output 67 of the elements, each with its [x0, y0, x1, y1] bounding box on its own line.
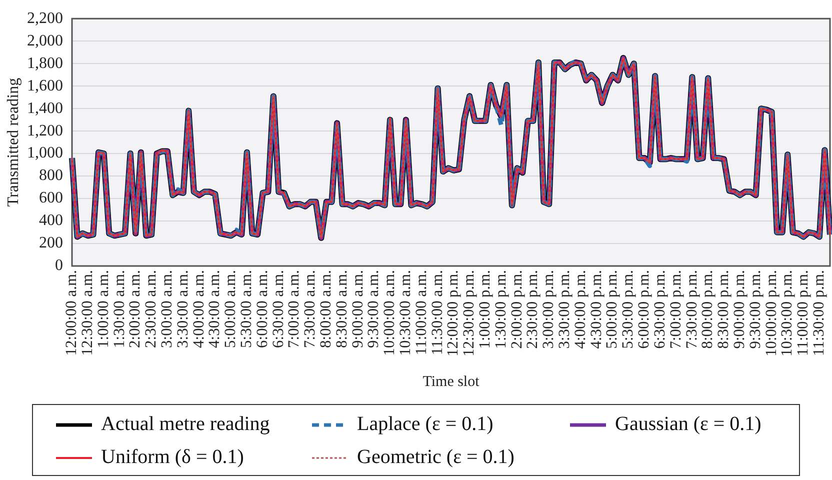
x-tick-label: 10:30:00 a.m. — [397, 270, 414, 356]
x-tick-label: 5:00:00 a.m. — [222, 270, 240, 348]
x-tick-label: 9:00:00 a.m. — [349, 270, 366, 348]
x-tick-label: 4:30:00 p.m. — [588, 270, 605, 349]
y-tick-label: 1,200 — [27, 122, 63, 140]
x-tick-label: 6:30:00 a.m. — [270, 270, 287, 348]
x-tick-label: 2:00:00 a.m. — [126, 270, 144, 348]
legend-label: Laplace (ε = 0.1) — [357, 413, 494, 436]
y-tick-label: 1,800 — [27, 54, 63, 72]
legend-label: Actual metre reading — [101, 413, 270, 436]
y-tick-label: 2,000 — [27, 32, 63, 50]
x-tick-label: 9:30:00 p.m. — [746, 270, 764, 349]
y-tick-label: 2,200 — [27, 10, 63, 27]
x-tick-label: 5:30:00 a.m. — [238, 270, 255, 348]
x-tick-label: 12:00:00 p.m. — [444, 270, 462, 357]
legend-label: Geometric (ε = 0.1) — [357, 446, 514, 469]
x-tick-label: 1:30:00 a.m. — [110, 270, 128, 348]
x-tick-label: 3:30:00 p.m. — [556, 270, 574, 349]
x-tick-label: 7:00:00 p.m. — [667, 270, 684, 349]
x-tick-label: 3:30:00 a.m. — [174, 270, 192, 348]
x-tick-label: 5:00:00 p.m. — [604, 270, 621, 349]
x-tick-label: 7:00:00 a.m. — [286, 270, 303, 348]
x-tick-label: 11:00:00 p.m. — [794, 270, 812, 356]
x-tick-label: 6:00:00 a.m. — [254, 270, 271, 348]
y-tick-label: 200 — [39, 234, 63, 252]
x-tick-label: 2:30:00 p.m. — [524, 270, 542, 349]
x-tick-label: 7:30:00 p.m. — [683, 270, 700, 349]
x-tick-label: 12:00:00 a.m. — [63, 270, 80, 356]
x-tick-label: 10:00:00 p.m. — [762, 270, 780, 357]
x-tick-label: 3:00:00 p.m. — [540, 270, 558, 349]
y-tick-label: 1,400 — [27, 100, 63, 117]
x-tick-label: 12:30:00 p.m. — [460, 270, 478, 357]
y-tick-label: 1,000 — [27, 144, 63, 162]
x-tick-label: 5:30:00 p.m. — [620, 270, 637, 349]
x-tick-label: 12:30:00 a.m. — [78, 270, 96, 356]
legend-label: Gaussian (ε = 0.1) — [615, 413, 762, 436]
x-tick-label: 8:30:00 a.m. — [333, 270, 350, 348]
x-tick-label: 6:30:00 p.m. — [651, 270, 668, 349]
x-tick-label: 8:30:00 p.m. — [715, 270, 732, 349]
x-tick-label: 10:30:00 p.m. — [778, 270, 796, 357]
x-tick-label: 4:00:00 p.m. — [572, 270, 589, 349]
y-tick-label: 600 — [39, 190, 63, 207]
x-tick-label: 9:30:00 a.m. — [365, 270, 382, 348]
y-tick-label: 400 — [39, 212, 63, 230]
x-tick-label: 11:30:00 p.m. — [810, 270, 828, 356]
y-tick-label: 0 — [55, 257, 63, 274]
x-tick-label: 9:00:00 p.m. — [730, 270, 748, 349]
x-tick-label: 11:00:00 a.m. — [412, 270, 430, 356]
x-tick-label: 3:00:00 a.m. — [158, 270, 176, 348]
x-tick-label: 1:00:00 p.m. — [476, 270, 494, 349]
x-tick-label: 2:00:00 p.m. — [508, 270, 526, 349]
x-tick-label: 8:00:00 a.m. — [318, 270, 335, 348]
x-tick-label: 2:30:00 a.m. — [142, 270, 160, 348]
x-tick-label: 6:00:00 p.m. — [636, 270, 653, 349]
x-tick-label: 1:00:00 a.m. — [94, 270, 112, 348]
x-tick-label: 4:00:00 a.m. — [190, 270, 208, 348]
y-axis-title: Transmitted reading — [4, 78, 22, 207]
x-tick-label: 1:30:00 p.m. — [492, 270, 510, 349]
x-axis-title: Time slot — [422, 374, 480, 390]
x-tick-label: 10:00:00 a.m. — [381, 270, 398, 356]
legend-label: Uniform (δ = 0.1) — [101, 446, 244, 469]
y-tick-label: 800 — [39, 167, 63, 184]
y-tick-label: 1,600 — [27, 77, 63, 94]
x-tick-label: 7:30:00 a.m. — [302, 270, 319, 348]
x-tick-label: 8:00:00 p.m. — [699, 270, 716, 349]
x-tick-label: 11:30:00 a.m. — [428, 270, 446, 356]
x-tick-label: 4:30:00 a.m. — [206, 270, 224, 348]
